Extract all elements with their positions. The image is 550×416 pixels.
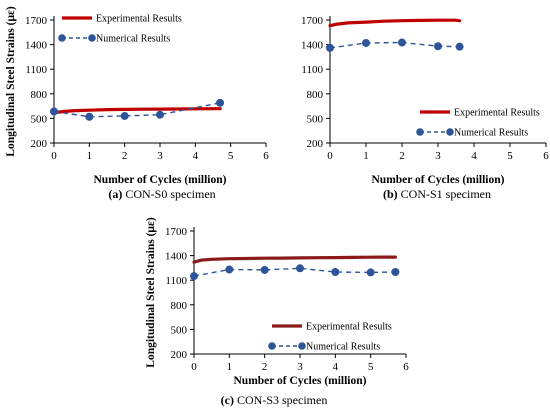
- x-tick-label: 3: [297, 361, 303, 373]
- panel-caption: (c) CON-S3 specimen: [221, 393, 328, 407]
- legend: Experimental Results Numerical Results: [268, 322, 392, 353]
- legend-label: Numerical Results: [454, 128, 528, 139]
- legend-marker: [446, 128, 454, 136]
- x-tick-label: 0: [327, 150, 333, 162]
- legend-marker: [58, 34, 66, 42]
- x-tick-label: 2: [399, 150, 405, 162]
- y-axis-title: Longitudinal Steel Strains (με): [5, 6, 17, 157]
- legend-label: Numerical Results: [96, 34, 170, 45]
- x-tick-label: 0: [191, 361, 197, 373]
- y-axis-title: Longitudinal Steel Strains (με): [145, 217, 157, 368]
- data-point-numerical: [362, 39, 370, 47]
- series-line-numerical: [194, 268, 395, 276]
- x-tick-label: 3: [435, 150, 441, 162]
- caption-text: CON-S0 specimen: [125, 187, 215, 201]
- legend-label: Experimental Results: [306, 322, 392, 333]
- x-tick-label: 1: [363, 150, 369, 162]
- legend-label: Experimental Results: [454, 108, 540, 119]
- x-tick-label: 5: [368, 361, 374, 373]
- legend: Experimental Results Numerical Results: [416, 108, 540, 139]
- data-point-numerical: [121, 112, 129, 120]
- y-tick-label: 1400: [25, 40, 48, 52]
- data-point-numerical: [261, 266, 269, 274]
- legend-label: Experimental Results: [96, 14, 182, 25]
- panel-caption: (a) CON-S0 specimen: [108, 187, 215, 201]
- data-point-numerical: [296, 264, 304, 272]
- x-tick-label: 3: [157, 150, 163, 162]
- data-point-numerical: [156, 111, 164, 119]
- chart-panel-2: 200 500 800 1100 1400 1700 0 1 2 3 4 5 6 Number of Cy…: [301, 15, 549, 201]
- y-tick-label: 500: [171, 324, 188, 336]
- x-axis-title: Number of Cycles (million): [94, 174, 227, 186]
- y-tick-label: 200: [31, 138, 48, 150]
- legend: Experimental Results Numerical Results: [58, 14, 182, 45]
- data-point-numerical: [50, 107, 58, 115]
- y-tick-label: 1100: [25, 64, 47, 76]
- chart-panel-1: 200 500 800 1100 1400 1700 0 1 2 3 4 5 6 Number of Cy…: [5, 6, 269, 201]
- data-point-numerical: [456, 43, 464, 51]
- y-tick-label: 500: [307, 113, 324, 125]
- data-point-numerical: [85, 113, 93, 121]
- x-tick-label: 1: [227, 361, 233, 373]
- caption-label: (a): [108, 187, 125, 201]
- x-tick-label: 5: [228, 150, 234, 162]
- x-axis-title: Number of Cycles (million): [372, 174, 505, 186]
- x-tick-label: 4: [333, 361, 339, 373]
- x-axis-title: Number of Cycles (million): [234, 375, 367, 387]
- y-tick-label: 500: [31, 113, 48, 125]
- x-tick-label: 0: [51, 150, 57, 162]
- x-tick-label: 6: [543, 150, 549, 162]
- caption-label: (b): [383, 187, 401, 201]
- y-tick-label: 1100: [165, 275, 187, 287]
- caption-text: CON-S3 specimen: [237, 393, 327, 407]
- data-point-numerical: [225, 266, 233, 274]
- caption-text: CON-S1 specimen: [401, 187, 491, 201]
- series-line-experimental: [54, 109, 220, 113]
- data-point-numerical: [331, 268, 339, 276]
- data-point-numerical: [391, 268, 399, 276]
- x-tick-label: 2: [262, 361, 268, 373]
- legend-label: Numerical Results: [306, 342, 380, 353]
- x-tick-label: 4: [193, 150, 199, 162]
- x-tick-label: 1: [87, 150, 93, 162]
- data-point-numerical: [326, 44, 334, 52]
- y-tick-label: 1400: [301, 40, 324, 52]
- y-tick-label: 1700: [165, 226, 188, 238]
- legend-marker: [88, 34, 96, 42]
- x-tick-label: 2: [122, 150, 128, 162]
- data-point-numerical: [216, 99, 224, 107]
- data-point-numerical: [367, 268, 375, 276]
- panel-caption: (b) CON-S1 specimen: [383, 187, 491, 201]
- series-line-experimental: [330, 20, 460, 26]
- x-tick-label: 4: [471, 150, 477, 162]
- y-tick-label: 1700: [25, 15, 48, 27]
- legend-marker: [416, 128, 424, 136]
- x-tick-label: 6: [263, 150, 269, 162]
- y-tick-label: 800: [171, 300, 188, 312]
- data-point-numerical: [434, 42, 442, 50]
- data-point-numerical: [398, 39, 406, 47]
- x-tick-label: 5: [507, 150, 513, 162]
- caption-label: (c): [221, 393, 237, 407]
- y-tick-label: 1400: [165, 251, 188, 263]
- chart-panel-3: 200 500 800 1100 1400 1700 0 1 2 3 4 5 6 Number of Cy…: [145, 217, 409, 407]
- y-tick-label: 800: [307, 89, 324, 101]
- data-point-numerical: [190, 272, 198, 280]
- y-tick-label: 200: [307, 138, 324, 150]
- legend-marker: [298, 342, 306, 350]
- y-tick-label: 200: [171, 349, 188, 361]
- y-tick-label: 1100: [301, 64, 323, 76]
- x-tick-label: 6: [403, 361, 409, 373]
- y-tick-label: 800: [31, 89, 48, 101]
- legend-marker: [268, 342, 276, 350]
- y-tick-label: 1700: [301, 15, 324, 27]
- series-line-experimental: [194, 257, 395, 262]
